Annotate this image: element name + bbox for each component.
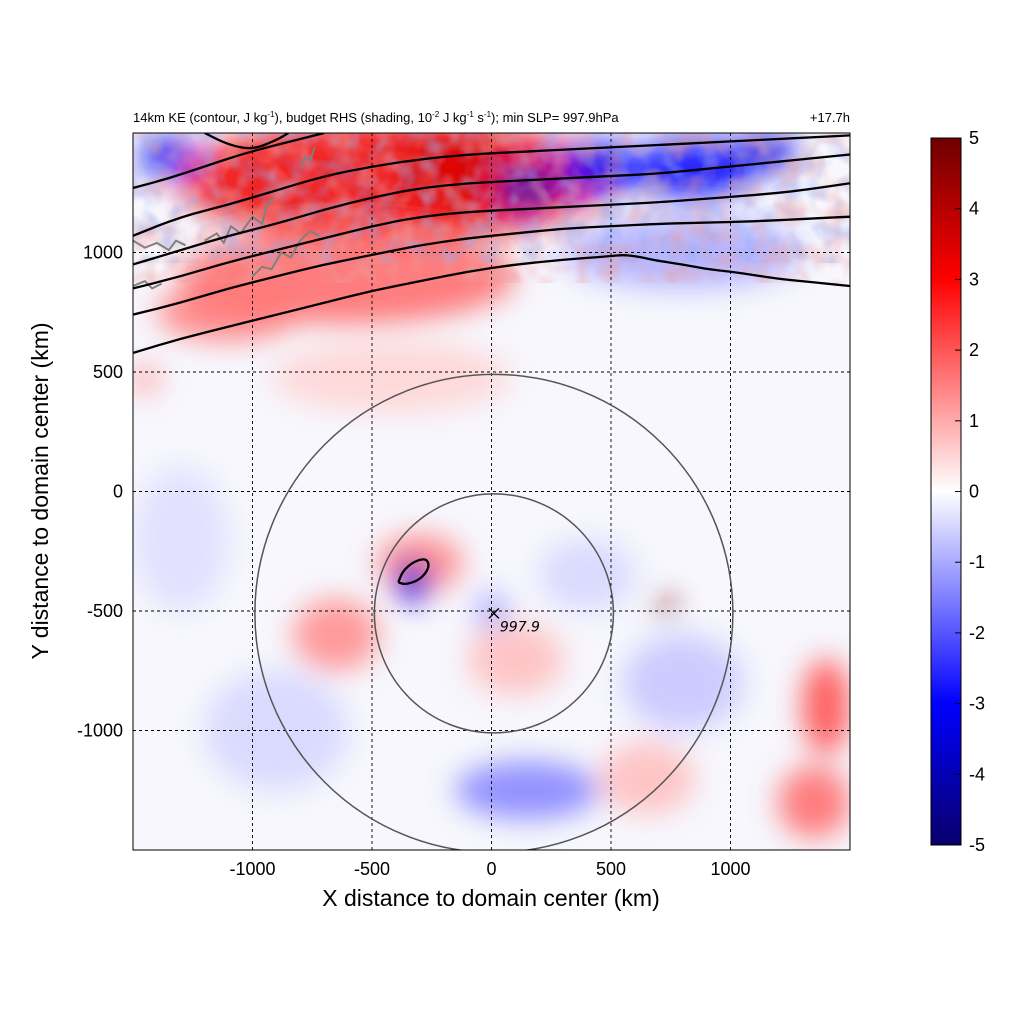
forecast-time-label: +17.7h — [810, 110, 850, 125]
y-tick-label: 1000 — [83, 243, 123, 263]
shading-blob-11 — [133, 364, 160, 394]
shading-blob-9 — [156, 283, 301, 341]
coast-1 — [133, 239, 187, 252]
colorbar-tick-label: 4 — [969, 199, 979, 219]
min-slp-label: 997.9 — [500, 619, 540, 635]
chart-title: 14km KE (contour, J kg-1), budget RHS (s… — [133, 110, 619, 125]
colorbar-tick-label: 0 — [969, 482, 979, 502]
shading-blob-21 — [802, 658, 850, 755]
contour-4 — [133, 153, 850, 266]
contour-1 — [133, 254, 850, 355]
contour-2 — [133, 215, 850, 316]
colorbar-tick-label: -1 — [969, 552, 985, 572]
range-rings — [254, 373, 734, 850]
shading-blob-22 — [778, 766, 850, 839]
contour-6 — [133, 133, 325, 190]
colorbar-tick-label: 3 — [969, 269, 979, 289]
shading-blob-15 — [293, 599, 380, 671]
colorbar-tick-label: -2 — [969, 623, 985, 643]
contour-small-loop — [397, 558, 430, 586]
x-tick-label: 1000 — [710, 859, 750, 879]
shading-blob-23 — [455, 761, 600, 819]
colorbar-ticks: 5 4 3 2 1 0 -1 -2 -3 -4 -5 — [955, 128, 985, 855]
shading-blob-19 — [539, 539, 635, 612]
shading-blob-12 — [271, 340, 511, 413]
y-axis-ticks: 1000 500 0 -500 -1000 — [77, 243, 123, 741]
shading-blob-16 — [656, 596, 676, 616]
plot-area: 997.9 — [133, 133, 850, 850]
shading-blob-20 — [622, 634, 743, 731]
colorbar-tick-label: 1 — [969, 411, 979, 431]
shading-blob-24 — [204, 670, 349, 791]
x-axis-label: X distance to domain center (km) — [322, 885, 659, 911]
x-tick-label: 0 — [486, 859, 496, 879]
y-axis-label: Y distance to domain center (km) — [27, 322, 53, 659]
shading-blob-26 — [133, 467, 229, 611]
colorbar: 5 4 3 2 1 0 -1 -2 -3 -4 -5 — [930, 128, 985, 855]
x-tick-label: -500 — [354, 859, 390, 879]
y-tick-label: -500 — [87, 601, 123, 621]
range-ring-500 — [373, 493, 615, 734]
x-tick-label: -1000 — [229, 859, 275, 879]
coast-5 — [299, 146, 316, 170]
y-tick-label: 0 — [113, 482, 123, 502]
y-tick-label: 500 — [93, 362, 123, 382]
y-tick-label: -1000 — [77, 721, 123, 741]
colorbar-tick-label: -5 — [969, 835, 985, 855]
colorbar-tick-label: 5 — [969, 128, 979, 148]
plot-frame — [132, 132, 851, 851]
contour-3 — [133, 182, 850, 290]
x-icon — [488, 607, 500, 619]
contour-7 — [204, 133, 289, 150]
contour-5 — [133, 134, 850, 237]
coast-3 — [251, 229, 320, 278]
x-tick-label: 500 — [596, 859, 626, 879]
ke-contours — [133, 133, 850, 586]
x-icon-stroke-2 — [488, 607, 500, 619]
colorbar-tick-label: -3 — [969, 694, 985, 714]
shading-blob-25 — [599, 742, 695, 815]
colorbar-tick-label: -4 — [969, 764, 985, 784]
range-ring-1000 — [254, 373, 734, 850]
colorbar-tick-label: 2 — [969, 340, 979, 360]
storm-center: 997.9 — [488, 607, 540, 635]
shading-blob-18 — [467, 622, 564, 695]
x-axis-ticks: -1000 -500 0 500 1000 — [229, 859, 750, 879]
